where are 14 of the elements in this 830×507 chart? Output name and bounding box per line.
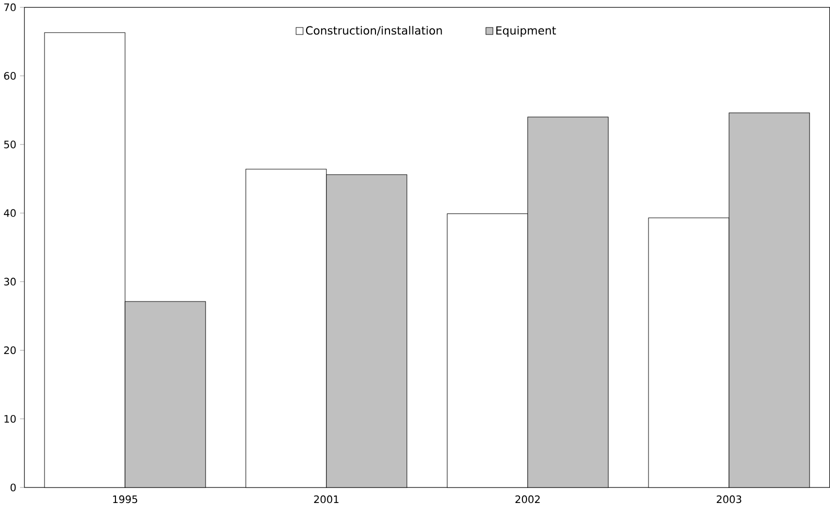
y-tick-label: 20 (4, 346, 16, 354)
legend-label: Construction/installation (306, 26, 442, 36)
y-tick-label: 70 (4, 4, 16, 12)
y-tick-label: 30 (4, 278, 16, 286)
y-tick-label: 0 (10, 484, 16, 492)
x-tick-label: 2001 (314, 496, 338, 504)
x-tick-label: 2002 (515, 496, 540, 504)
legend-label: Equipment (496, 26, 556, 38)
y-tick-label: 40 (4, 209, 16, 218)
x-tick-label: 2003 (716, 496, 742, 504)
y-tick-label: 10 (4, 415, 16, 423)
x-tick-label: 1995 (113, 496, 138, 504)
y-tick-label: 60 (4, 72, 16, 80)
y-tick-label: 50 (4, 140, 16, 149)
